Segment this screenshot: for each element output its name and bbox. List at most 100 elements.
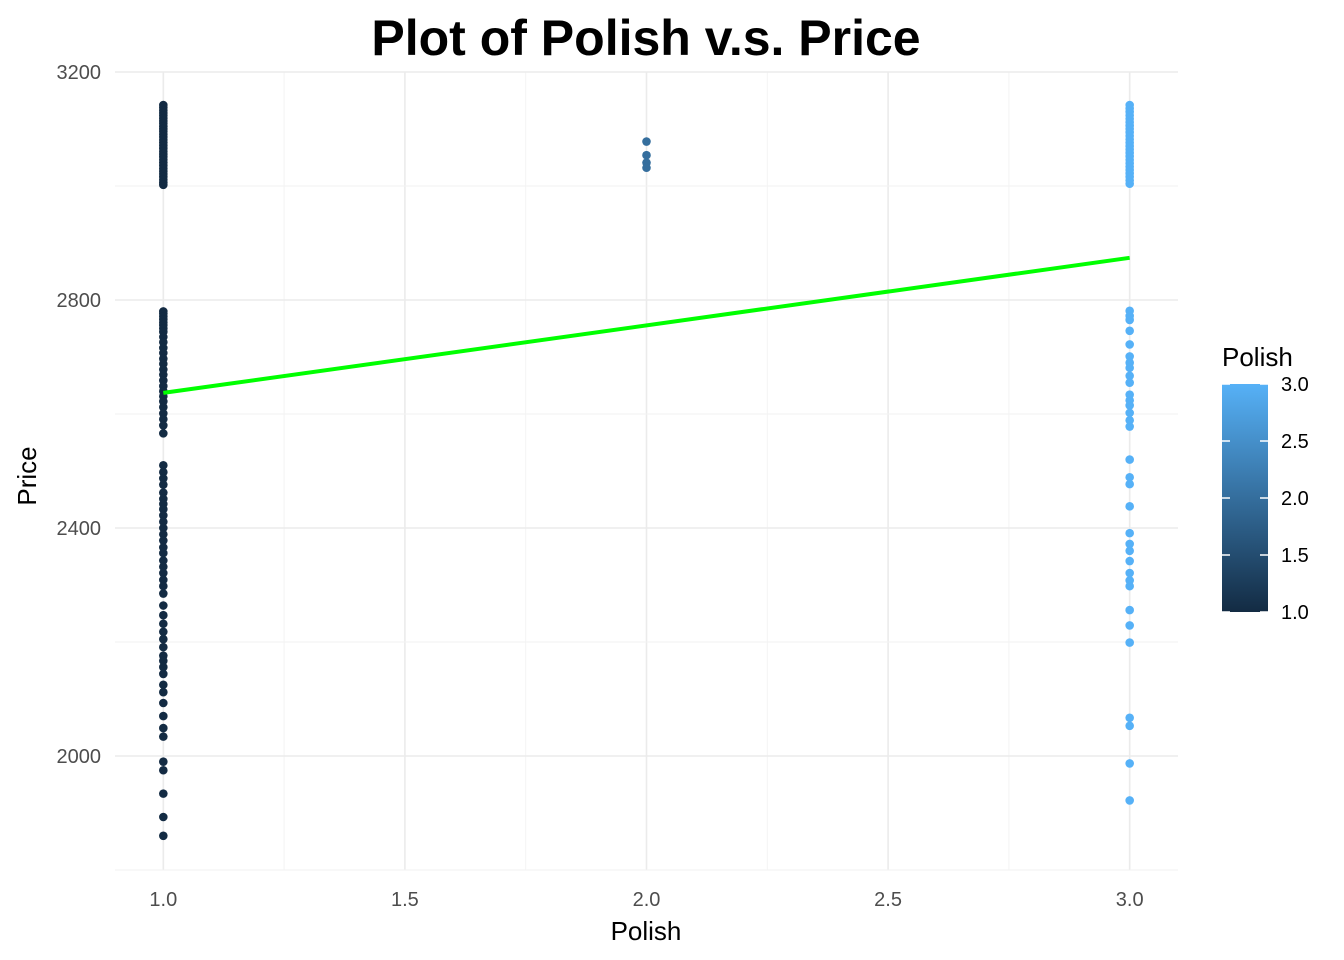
data-point — [1125, 556, 1134, 566]
data-point — [1125, 721, 1134, 731]
data-point — [1125, 371, 1134, 381]
data-point — [159, 589, 168, 598]
data-point — [159, 610, 168, 620]
data-point — [159, 723, 168, 733]
data-point — [159, 634, 168, 644]
data-point — [1125, 340, 1134, 349]
data-point — [159, 467, 168, 477]
data-point — [159, 765, 168, 775]
y-axis-title: Price — [12, 446, 42, 505]
x-tick-label: 1.0 — [149, 889, 177, 911]
data-point — [1125, 415, 1134, 425]
data-point — [159, 548, 168, 558]
data-point — [1125, 528, 1134, 538]
data-point — [1125, 546, 1134, 556]
data-point — [159, 180, 168, 190]
legend-tick-label: 1.0 — [1281, 602, 1309, 624]
data-point — [1125, 378, 1134, 387]
data-point — [159, 474, 168, 483]
data-point — [1125, 713, 1134, 723]
data-point — [1125, 581, 1134, 591]
data-point — [1125, 605, 1134, 615]
data-point — [1125, 179, 1134, 189]
y-tick-label: 2400 — [57, 518, 102, 540]
data-point — [1125, 568, 1134, 578]
x-tick-label: 2.5 — [874, 889, 902, 911]
legend-tick-label: 1.5 — [1281, 545, 1309, 567]
data-point — [1125, 796, 1134, 805]
data-point — [642, 137, 651, 146]
data-point — [159, 575, 168, 585]
color-legend: Polish 1.0 1.5 2.0 2.5 3.0 — [1222, 342, 1309, 624]
data-point — [1125, 326, 1134, 336]
legend-tick-label: 2.5 — [1281, 431, 1309, 453]
data-point — [159, 517, 168, 527]
data-point — [1125, 401, 1134, 410]
y-axis-ticks: 2000 2400 2800 3200 — [57, 62, 102, 768]
data-point — [159, 504, 168, 514]
data-point — [159, 529, 168, 539]
data-point — [1125, 539, 1134, 549]
data-point — [159, 619, 168, 629]
data-point — [159, 669, 168, 679]
x-axis-ticks: 1.0 1.5 2.0 2.5 3.0 — [149, 889, 1143, 911]
legend-ticks: 1.0 1.5 2.0 2.5 3.0 — [1222, 374, 1309, 624]
data-point — [159, 627, 168, 637]
data-point — [159, 642, 168, 652]
data-point — [159, 687, 168, 697]
legend-tick-label: 3.0 — [1281, 374, 1309, 396]
data-point — [1125, 479, 1134, 489]
data-point — [159, 421, 168, 430]
data-point — [1125, 408, 1134, 418]
data-points — [159, 100, 1134, 841]
data-point — [1125, 472, 1134, 482]
data-point — [1125, 759, 1134, 768]
data-point — [1125, 422, 1134, 431]
y-tick-label: 2000 — [57, 746, 102, 768]
grid — [115, 71, 1178, 871]
x-tick-label: 2.0 — [633, 889, 661, 911]
data-point — [159, 461, 168, 470]
data-point — [159, 711, 168, 721]
data-point — [1125, 315, 1134, 325]
data-point — [159, 698, 168, 708]
data-point — [159, 511, 168, 520]
data-point — [159, 523, 168, 533]
x-tick-label: 3.0 — [1116, 889, 1144, 911]
data-point — [1125, 638, 1134, 647]
data-point — [159, 562, 168, 572]
legend-tick-label: 2.0 — [1281, 488, 1309, 510]
data-point — [1125, 352, 1134, 361]
y-tick-label: 3200 — [57, 62, 102, 84]
data-point — [1125, 455, 1134, 464]
data-point — [159, 601, 168, 610]
trend-line-group — [163, 255, 1130, 395]
legend-title: Polish — [1222, 342, 1293, 372]
data-point — [159, 732, 168, 741]
data-point — [1125, 621, 1134, 630]
data-point — [159, 812, 168, 822]
y-tick-label: 2800 — [57, 290, 102, 312]
data-point — [159, 480, 168, 489]
data-point — [159, 568, 168, 578]
x-tick-label: 1.5 — [391, 889, 419, 911]
data-point — [159, 581, 168, 591]
data-point — [642, 150, 651, 160]
trend-line — [163, 255, 1130, 395]
data-point — [159, 831, 168, 841]
data-point — [159, 536, 168, 545]
data-point — [159, 757, 168, 766]
data-point — [159, 662, 168, 672]
chart-title: Plot of Polish v.s. Price — [371, 10, 920, 66]
data-point — [159, 680, 168, 690]
x-axis-title: Polish — [611, 916, 682, 946]
data-point — [1125, 502, 1134, 511]
data-point — [159, 656, 168, 666]
data-point — [1125, 363, 1134, 373]
data-point — [159, 556, 168, 565]
data-point — [159, 414, 168, 424]
data-point — [159, 789, 168, 798]
data-point — [642, 163, 651, 173]
data-point — [159, 402, 168, 412]
